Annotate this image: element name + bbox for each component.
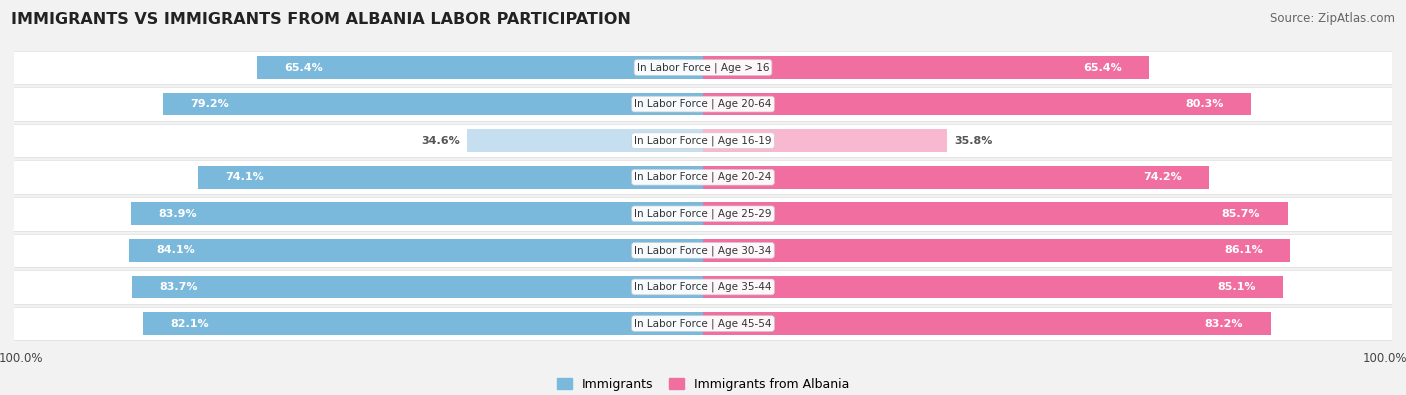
Bar [14,307,1392,340]
Text: 80.3%: 80.3% [1185,99,1223,109]
Bar [14,197,1392,231]
Text: 83.2%: 83.2% [1205,318,1243,329]
Bar [14,87,1392,121]
Bar [703,129,948,152]
Text: 65.4%: 65.4% [284,62,323,73]
Bar [198,166,703,188]
Text: 82.1%: 82.1% [170,318,209,329]
Bar [131,203,703,225]
Text: 83.7%: 83.7% [159,282,198,292]
Text: 85.1%: 85.1% [1218,282,1256,292]
Text: 35.8%: 35.8% [955,135,993,146]
Text: In Labor Force | Age 30-34: In Labor Force | Age 30-34 [634,245,772,256]
Bar [257,56,703,79]
Bar [467,129,703,152]
Bar [703,239,1291,262]
Text: 74.1%: 74.1% [225,172,263,182]
Text: IMMIGRANTS VS IMMIGRANTS FROM ALBANIA LABOR PARTICIPATION: IMMIGRANTS VS IMMIGRANTS FROM ALBANIA LA… [11,12,631,27]
Bar [14,233,1392,267]
Text: 85.7%: 85.7% [1222,209,1260,219]
Bar [703,203,1288,225]
Text: In Labor Force | Age 20-24: In Labor Force | Age 20-24 [634,172,772,182]
Bar [14,51,1392,85]
Text: 74.2%: 74.2% [1143,172,1182,182]
Text: In Labor Force | Age 45-54: In Labor Force | Age 45-54 [634,318,772,329]
Bar [703,166,1209,188]
Text: 84.1%: 84.1% [156,245,195,256]
Bar [132,276,703,298]
Text: 79.2%: 79.2% [190,99,229,109]
Text: 83.9%: 83.9% [157,209,197,219]
Text: Source: ZipAtlas.com: Source: ZipAtlas.com [1270,12,1395,25]
Bar [14,124,1392,158]
Bar [703,312,1271,335]
Bar [703,276,1284,298]
Text: In Labor Force | Age 35-44: In Labor Force | Age 35-44 [634,282,772,292]
Text: In Labor Force | Age 16-19: In Labor Force | Age 16-19 [634,135,772,146]
Bar [163,93,703,115]
Bar [14,160,1392,194]
Bar [129,239,703,262]
Text: 34.6%: 34.6% [422,135,460,146]
Text: 65.4%: 65.4% [1083,62,1122,73]
Bar [703,56,1149,79]
Text: In Labor Force | Age 25-29: In Labor Force | Age 25-29 [634,209,772,219]
Bar [143,312,703,335]
Text: 86.1%: 86.1% [1225,245,1263,256]
Bar [14,270,1392,304]
Text: In Labor Force | Age > 16: In Labor Force | Age > 16 [637,62,769,73]
Bar [703,93,1251,115]
Legend: Immigrants, Immigrants from Albania: Immigrants, Immigrants from Albania [557,378,849,391]
Text: In Labor Force | Age 20-64: In Labor Force | Age 20-64 [634,99,772,109]
